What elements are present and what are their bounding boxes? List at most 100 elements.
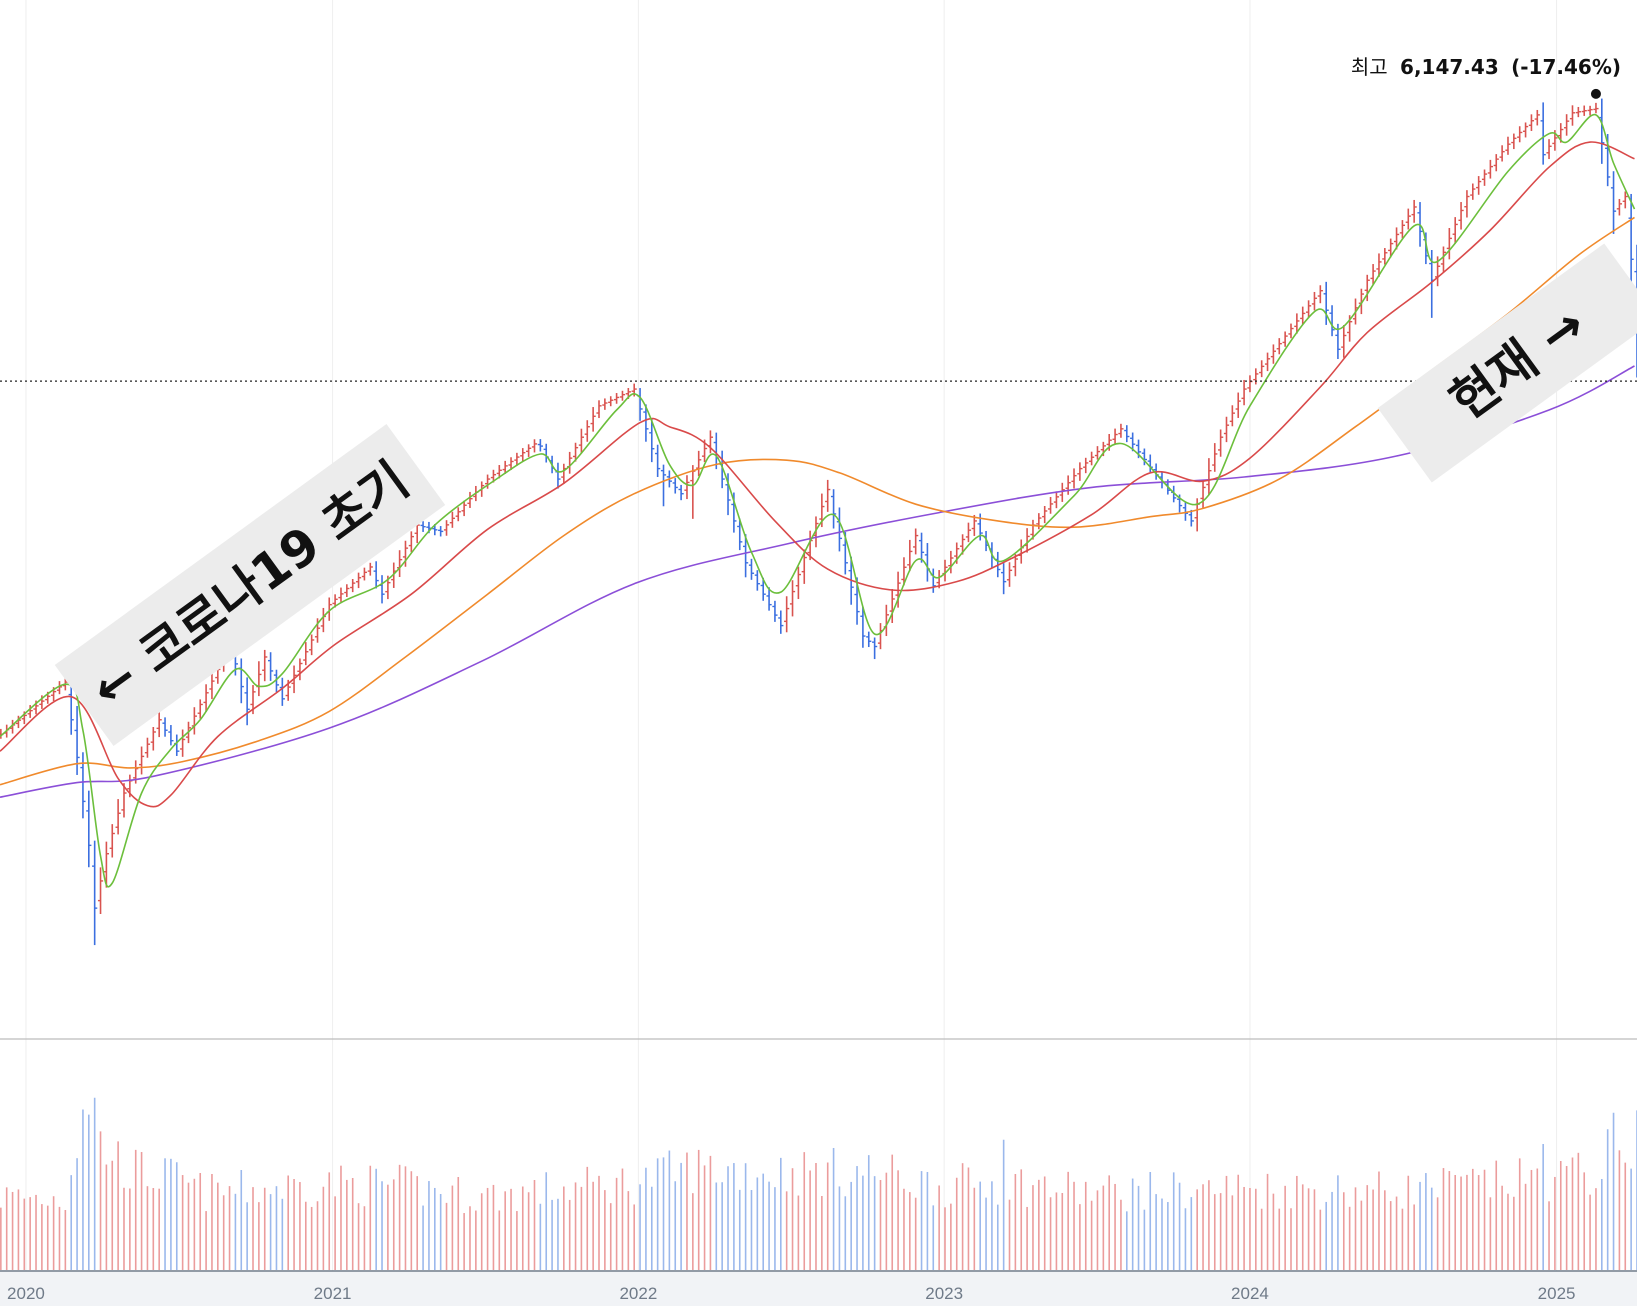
price-bar-2021-03-29 xyxy=(402,540,409,567)
price-bar-2024-10-28 xyxy=(1499,145,1505,162)
price-bar-2021-07-19 xyxy=(496,465,502,479)
price-bar-2022-04-18 xyxy=(725,473,731,516)
price-bar-2020-05-25 xyxy=(144,737,151,758)
price-bar-2025-03-10 xyxy=(1610,171,1617,234)
price-bar-2020-11-23 xyxy=(297,658,303,681)
price-bar-2025-02-10 xyxy=(1587,105,1593,116)
price-bar-2021-08-16 xyxy=(520,448,526,462)
price-bar-2021-02-22 xyxy=(373,561,379,589)
x-tick-2022: 2022 xyxy=(619,1284,657,1303)
price-bar-2024-02-05 xyxy=(1276,338,1282,355)
price-bar-2024-02-12 xyxy=(1282,331,1288,347)
price-bar-2022-02-21 xyxy=(678,484,684,501)
price-bar-2025-03-17 xyxy=(1616,198,1623,216)
price-bar-2024-12-09 xyxy=(1534,109,1540,126)
price-bar-2020-02-24 xyxy=(68,684,74,735)
price-bar-2021-06-14 xyxy=(467,491,473,508)
price-bar-2020-07-06 xyxy=(180,729,186,757)
price-bar-2023-11-20 xyxy=(1212,443,1218,472)
price-bar-2024-11-11 xyxy=(1511,133,1517,150)
price-bar-2020-12-14 xyxy=(314,618,321,643)
price-bar-2023-05-22 xyxy=(1059,482,1065,502)
price-bar-2023-05-29 xyxy=(1065,475,1071,495)
price-bar-2021-01-18 xyxy=(344,584,350,597)
price-bar-2024-06-24 xyxy=(1393,227,1400,250)
price-bar-2021-11-01 xyxy=(584,420,590,442)
price-bar-2023-01-09 xyxy=(948,550,954,574)
price-bar-2023-06-05 xyxy=(1071,468,1077,489)
price-bar-2025-03-31 xyxy=(1628,193,1634,286)
price-bar-2021-02-01 xyxy=(355,572,362,589)
x-tick-2024: 2024 xyxy=(1231,1284,1269,1303)
price-bar-2024-11-04 xyxy=(1505,136,1511,155)
x-tick-2021: 2021 xyxy=(314,1284,352,1303)
price-bar-2022-08-15 xyxy=(825,479,831,512)
price-bar-2020-10-12 xyxy=(262,649,268,682)
price-bar-2024-06-03 xyxy=(1376,253,1382,277)
price-bar-2024-12-23 xyxy=(1546,139,1552,160)
price-bar-2022-11-14 xyxy=(901,557,907,586)
price-bar-2023-03-13 xyxy=(1001,563,1007,595)
x-tick-2020: 2020 xyxy=(7,1284,45,1303)
ma-long-line xyxy=(0,216,1635,786)
price-bar-2024-09-23 xyxy=(1470,183,1476,200)
price-bar-2022-07-11 xyxy=(795,566,801,600)
price-bar-2020-10-19 xyxy=(267,652,274,681)
ma-mid-line xyxy=(0,141,1635,808)
price-bar-2024-09-09 xyxy=(1458,202,1464,230)
x-axis-band xyxy=(0,1272,1637,1306)
price-bar-2024-04-22 xyxy=(1341,325,1347,358)
price-bar-2020-04-20 xyxy=(115,799,121,835)
price-bar-2021-05-31 xyxy=(455,507,461,522)
price-bar-2024-10-21 xyxy=(1493,154,1499,172)
price-bar-2024-07-01 xyxy=(1399,220,1406,239)
price-bar-2022-11-21 xyxy=(907,539,913,572)
peak-value: 6,147.43 xyxy=(1400,55,1499,79)
price-bar-2021-12-13 xyxy=(619,390,626,401)
price-bar-2022-05-23 xyxy=(754,570,760,591)
price-bar-2020-06-08 xyxy=(156,712,162,738)
price-bar-2022-10-03 xyxy=(866,631,872,648)
current-callout-box xyxy=(1377,243,1637,483)
price-bar-2021-02-08 xyxy=(361,567,368,581)
price-bar-2020-12-07 xyxy=(309,634,315,656)
volume-bars xyxy=(0,1097,1637,1270)
price-bar-2021-07-26 xyxy=(502,460,508,474)
price-bar-2021-08-02 xyxy=(508,457,514,471)
price-bar-2024-03-04 xyxy=(1300,306,1306,325)
price-bar-2023-10-16 xyxy=(1182,501,1189,521)
price-bar-2020-11-02 xyxy=(279,677,285,706)
x-axis-ticks: 2020 2021 2022 2023 2024 2025 xyxy=(7,1284,1575,1303)
price-bar-2024-06-10 xyxy=(1382,248,1388,265)
price-bar-2022-06-06 xyxy=(766,587,772,611)
price-bar-2025-02-03 xyxy=(1581,105,1587,116)
price-bar-2021-05-10 xyxy=(438,526,444,537)
price-bar-2021-02-15 xyxy=(367,562,373,576)
price-bar-2024-11-18 xyxy=(1517,126,1523,143)
price-bar-2023-07-31 xyxy=(1118,423,1124,438)
price-bar-2020-01-06 xyxy=(27,705,33,718)
price-bar-2025-02-17 xyxy=(1593,102,1599,114)
price-bar-2022-01-10 xyxy=(643,404,649,442)
price-bar-2024-06-17 xyxy=(1388,238,1394,258)
price-bar-2024-12-02 xyxy=(1528,114,1535,131)
price-bar-2020-03-16 xyxy=(86,790,92,868)
price-bar-2020-06-01 xyxy=(150,726,156,751)
price-bar-2024-02-26 xyxy=(1294,313,1300,334)
price-bar-2022-01-24 xyxy=(655,444,661,477)
price-bar-2022-03-14 xyxy=(696,450,702,477)
price-bar-2023-12-04 xyxy=(1223,416,1230,443)
price-bar-2024-05-27 xyxy=(1370,264,1376,285)
price-bar-2022-10-31 xyxy=(889,589,895,623)
price-bar-2023-12-25 xyxy=(1241,379,1247,406)
price-bar-2020-11-30 xyxy=(303,642,309,666)
price-bar-2023-11-13 xyxy=(1206,458,1212,496)
price-bar-2021-09-06 xyxy=(537,439,543,452)
price-bar-2020-09-21 xyxy=(244,677,250,726)
price-bar-2022-02-14 xyxy=(672,478,678,494)
price-bar-2024-07-08 xyxy=(1405,208,1411,230)
price-bar-2022-08-22 xyxy=(830,489,837,529)
price-bar-2023-07-03 xyxy=(1094,446,1101,460)
price-bar-2021-11-22 xyxy=(602,398,608,410)
